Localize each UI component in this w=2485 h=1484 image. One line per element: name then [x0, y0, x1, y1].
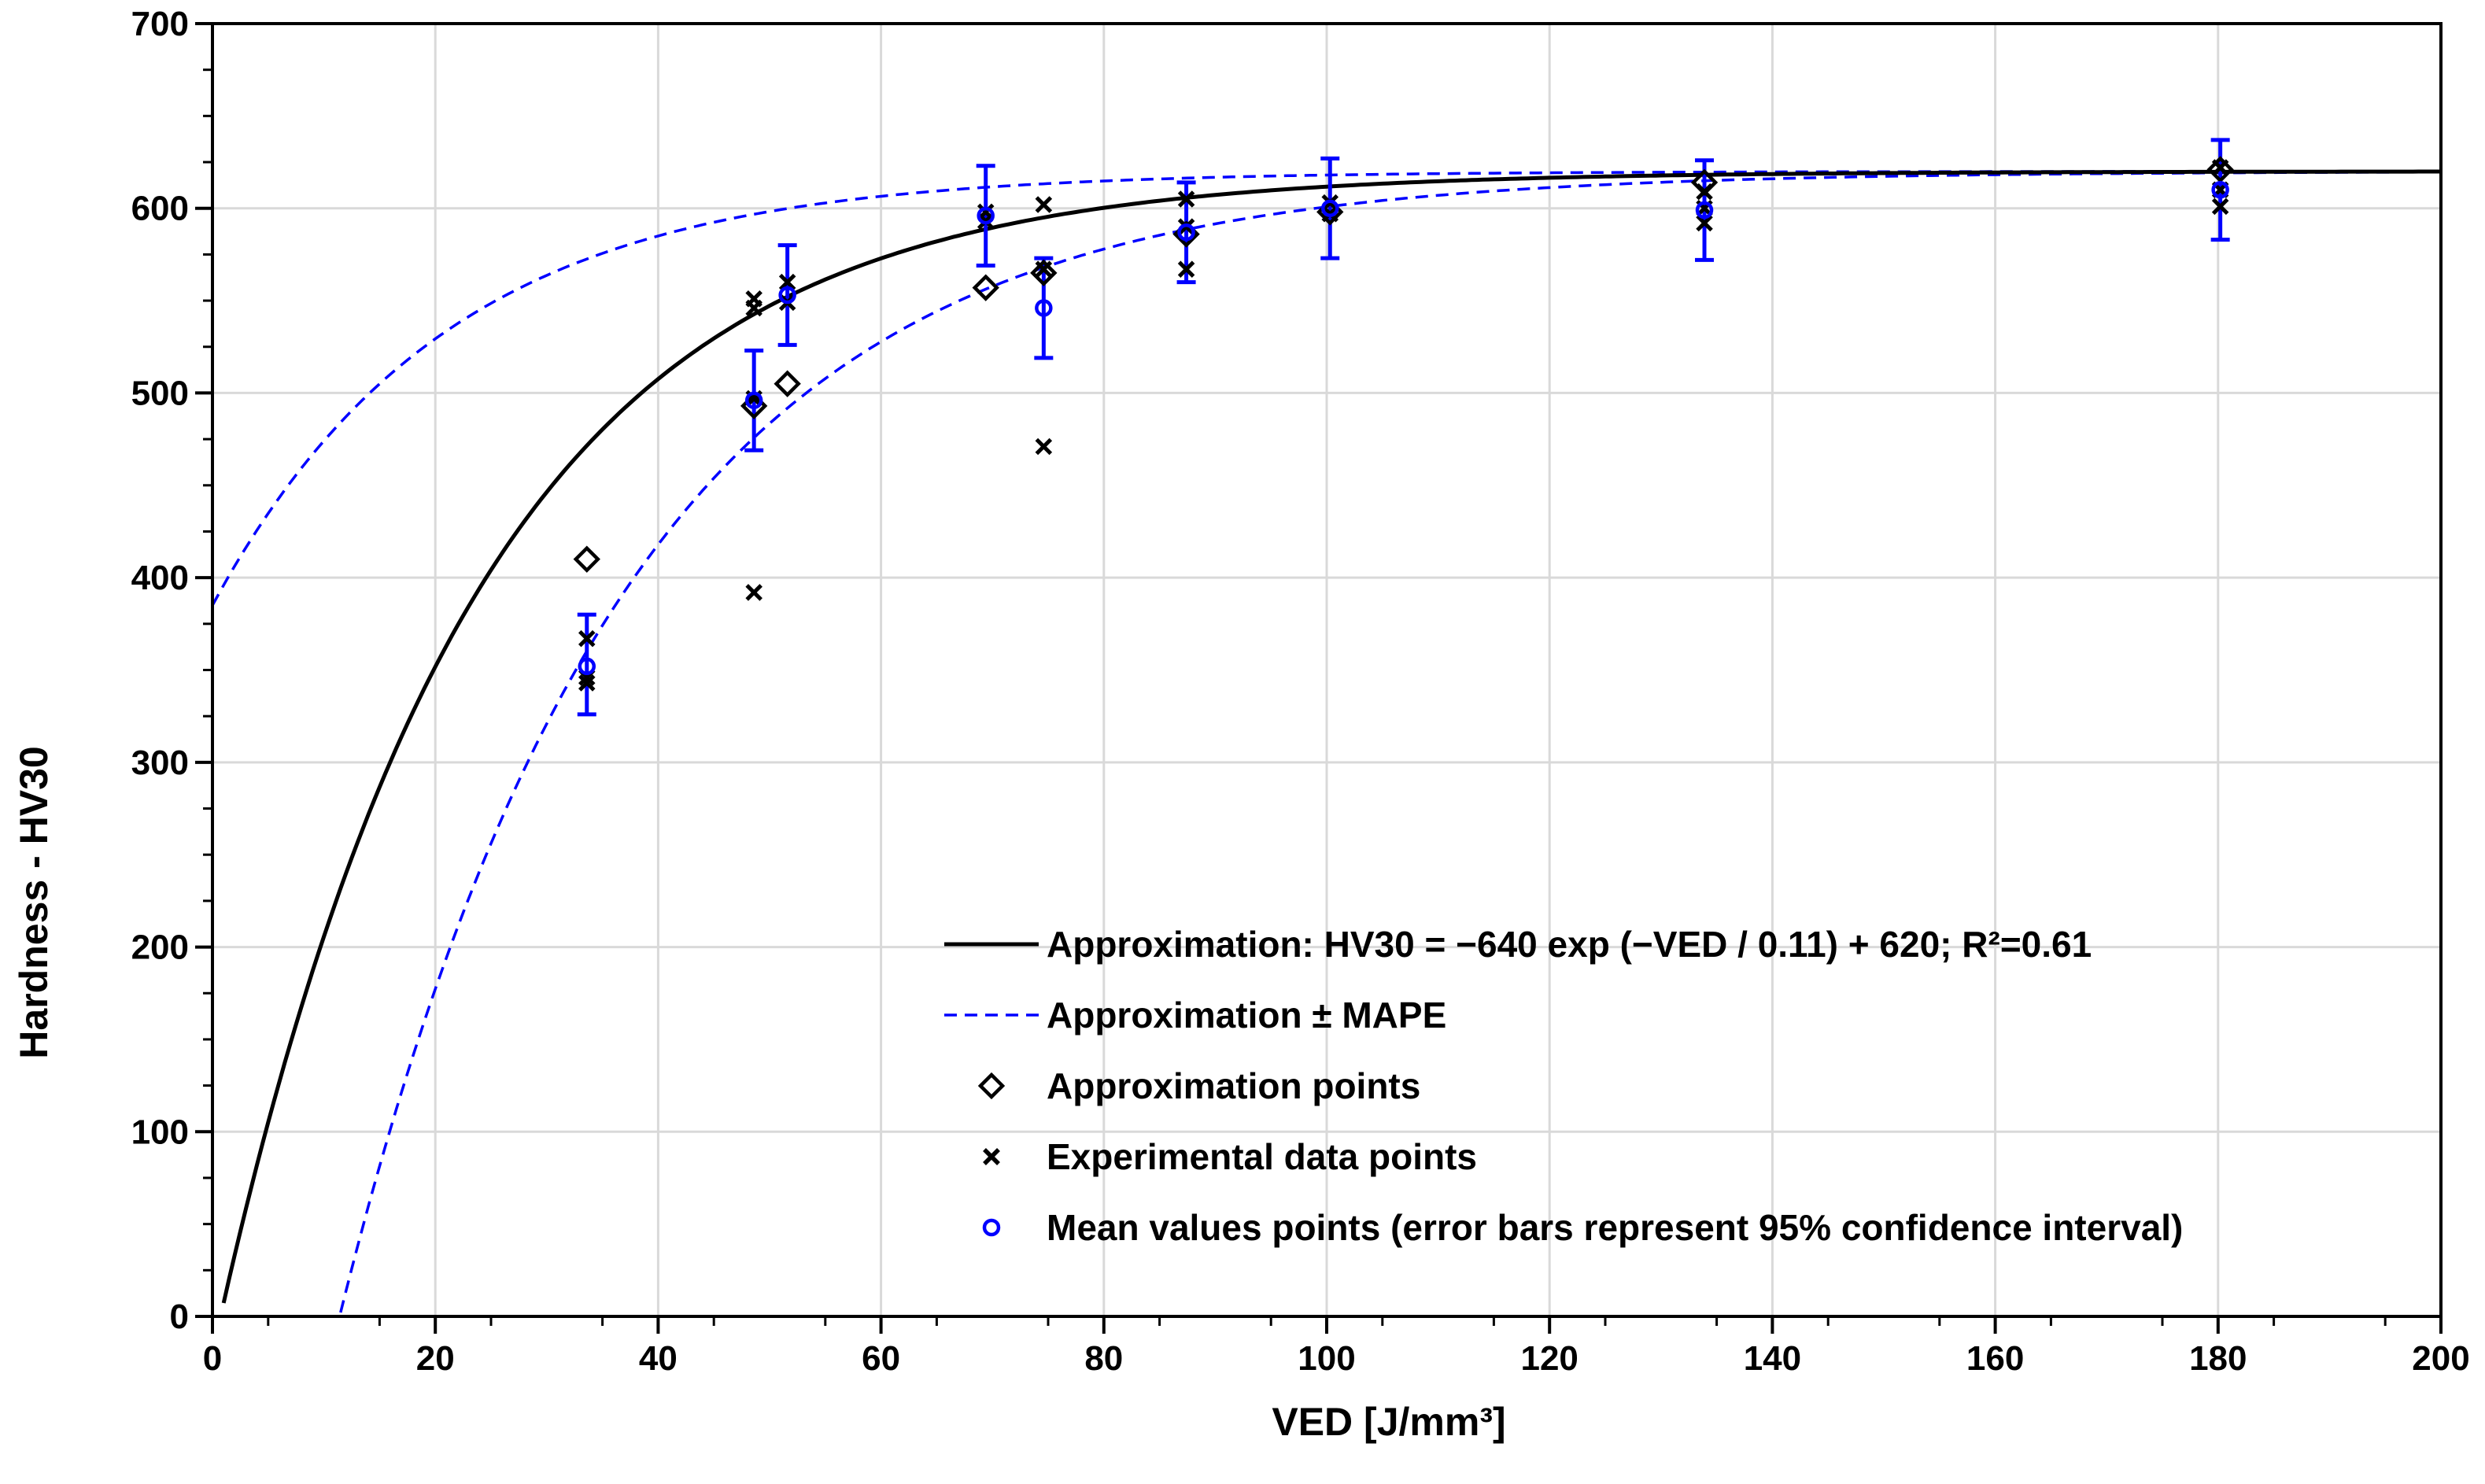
x-tick-label: 140 — [1744, 1339, 1801, 1378]
legend-approx-points-marker — [977, 1072, 1006, 1100]
legend-approx-points-label: Approximation points — [1047, 1065, 1420, 1106]
x-tick-labels: 0 20 40 60 80 100 120 140 160 180 200 — [203, 1339, 2470, 1378]
axis-ticks — [195, 22, 2443, 1334]
approximation-point — [1030, 259, 1058, 287]
experimental-point — [1696, 214, 1713, 232]
legend-experimental-marker — [983, 1148, 1000, 1165]
grid — [212, 24, 2441, 1316]
approximation-point — [1690, 168, 1719, 197]
mean-point — [778, 286, 796, 305]
y-tick-label: 0 — [170, 1298, 189, 1336]
y-tick-label: 200 — [131, 928, 189, 967]
mean-point — [1035, 299, 1053, 317]
legend-mean-label: Mean values points (error bars represent… — [1047, 1207, 2183, 1248]
y-tick-label: 500 — [131, 374, 189, 412]
experimental-point — [745, 584, 762, 601]
x-axis-title: VED [J/mm³] — [1272, 1400, 1505, 1444]
plot-frame — [211, 22, 2443, 1318]
mean-point — [1177, 223, 1195, 242]
experimental-point — [1035, 196, 1053, 213]
x-tick-label: 120 — [1520, 1339, 1578, 1378]
y-tick-labels: 0 100 200 300 400 500 600 700 — [131, 5, 189, 1336]
approximation-point — [2206, 156, 2234, 183]
legend-mape-label: Approximation ± MAPE — [1047, 995, 1446, 1035]
experimental-point — [1177, 260, 1195, 278]
legend-mean-marker — [982, 1218, 1001, 1237]
experimental-point — [578, 629, 596, 648]
approximation-point — [774, 370, 801, 397]
y-tick-label: 700 — [131, 5, 189, 43]
y-tick-label: 300 — [131, 744, 189, 782]
experimental-point — [578, 674, 596, 692]
experimental-point — [1035, 437, 1053, 456]
y-tick-label: 600 — [131, 190, 189, 228]
x-tick-label: 40 — [639, 1339, 678, 1378]
y-tick-label: 400 — [131, 559, 189, 597]
experimental-point — [778, 273, 796, 291]
approximation-point — [573, 545, 600, 573]
mean-points — [578, 180, 2229, 676]
x-axis-title-text: VED [J/mm³] — [1272, 1400, 1505, 1444]
mean-point — [1320, 199, 1339, 217]
approximation-point — [972, 274, 999, 301]
y-axis-title-text: Hardness - HV30 — [12, 746, 56, 1058]
x-tick-label: 80 — [1084, 1339, 1123, 1378]
x-tick-label: 160 — [1966, 1339, 2024, 1378]
x-tick-label: 20 — [416, 1339, 455, 1378]
y-axis-title: Hardness - HV30 — [12, 746, 56, 1058]
x-tick-label: 100 — [1298, 1339, 1355, 1378]
x-tick-label: 0 — [203, 1339, 222, 1378]
legend: Approximation: HV30 = −640 exp (−VED / 0… — [944, 924, 2183, 1248]
mean-point — [744, 391, 763, 410]
mean-point — [578, 657, 596, 676]
x-tick-label: 180 — [2189, 1339, 2247, 1378]
experimental-point — [745, 299, 762, 317]
legend-fit-line-label: Approximation: HV30 = −640 exp (−VED / 0… — [1047, 924, 2092, 965]
mean-point — [2211, 180, 2229, 199]
x-tick-label: 200 — [2412, 1339, 2469, 1378]
x-tick-label: 60 — [862, 1339, 900, 1378]
experimental-point — [2211, 197, 2229, 216]
mean-point — [1695, 201, 1714, 220]
fit-curve — [221, 169, 2441, 1304]
experimental-point — [1177, 190, 1195, 208]
fit-line — [221, 169, 2441, 1304]
mean-point — [977, 206, 995, 225]
legend-experimental-label: Experimental data points — [1047, 1136, 1477, 1177]
y-tick-label: 100 — [131, 1113, 189, 1151]
